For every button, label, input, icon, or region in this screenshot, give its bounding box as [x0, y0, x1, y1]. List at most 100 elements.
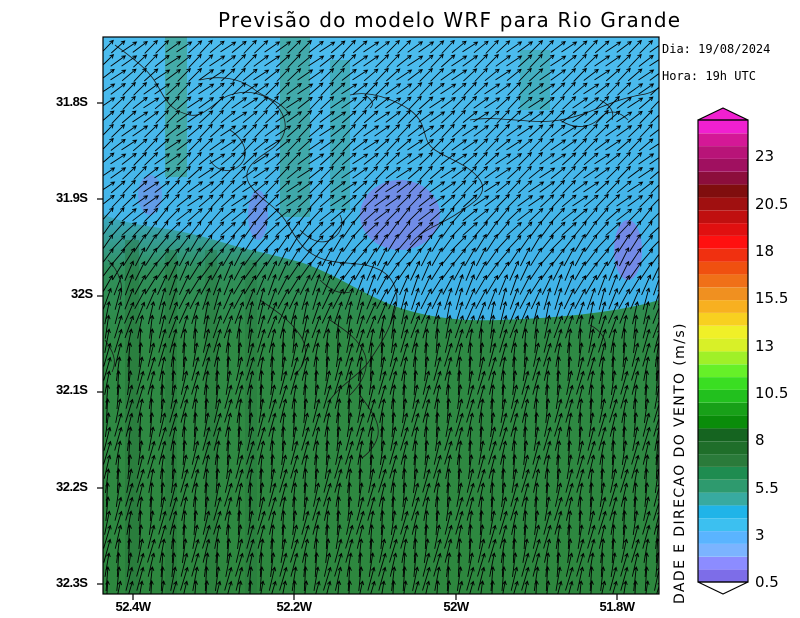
- wind-arrow: [589, 482, 594, 508]
- wind-arrow: [529, 261, 543, 280]
- wind-arrow: [544, 314, 552, 339]
- wind-arrow: [326, 580, 332, 594]
- wind-arrow: [253, 69, 270, 81]
- wind-arrow: [587, 356, 596, 381]
- wind-arrow: [444, 510, 453, 535]
- wind-arrow: [418, 194, 434, 207]
- wind-arrow: [282, 580, 288, 594]
- wind-arrow: [607, 301, 619, 324]
- wind-arrow: [103, 152, 115, 164]
- wind-arrow: [180, 468, 189, 493]
- wind-arrow: [529, 220, 543, 237]
- wind-arrow: [463, 165, 477, 180]
- wind-arrow: [501, 370, 506, 396]
- wind-arrow: [457, 454, 462, 480]
- wind-arrow: [402, 370, 408, 396]
- wind-arrow: [418, 125, 435, 137]
- wind-arrow: [556, 454, 561, 480]
- wind-arrow: [519, 288, 531, 310]
- wind-arrow: [314, 454, 319, 480]
- wind-arrow: [287, 40, 302, 54]
- wind-arrow: [633, 566, 639, 591]
- colorbar-segment: [698, 415, 748, 429]
- wind-arrow: [265, 193, 279, 208]
- wind-arrow: [430, 53, 444, 68]
- wind-arrow: [144, 124, 159, 138]
- wind-arrow: [138, 510, 143, 536]
- wind-arrow: [643, 300, 650, 325]
- wind-arrow: [616, 125, 633, 137]
- wind-arrow: [463, 95, 478, 110]
- wind-arrow: [121, 139, 138, 151]
- wind-arrow: [358, 468, 363, 494]
- wind-arrow: [193, 496, 198, 522]
- wind-arrow: [191, 440, 200, 465]
- wind-arrow: [297, 167, 314, 179]
- wind-arrow: [550, 235, 566, 251]
- wind-arrow: [412, 384, 419, 409]
- wind-arrow: [543, 287, 552, 310]
- wind-arrow: [313, 566, 320, 591]
- wind-arrow: [232, 165, 247, 180]
- wind-arrow: [540, 138, 555, 152]
- wind-arrow: [567, 328, 573, 353]
- wind-arrow: [528, 181, 545, 193]
- wind-arrow: [400, 440, 409, 465]
- wind-arrow: [540, 194, 555, 208]
- wind-arrow: [598, 426, 607, 451]
- wind-arrow: [643, 356, 650, 381]
- wind-arrow: [528, 124, 544, 138]
- wind-arrow: [114, 412, 123, 437]
- wind-arrow: [147, 538, 156, 563]
- colorbar-label: 0.5: [755, 573, 779, 591]
- wind-arrow: [552, 260, 564, 281]
- wind-arrow: [160, 552, 166, 578]
- wind-arrow: [292, 398, 297, 424]
- wind-arrow: [540, 261, 554, 280]
- wind-arrow: [243, 247, 257, 266]
- wind-arrow: [485, 123, 499, 138]
- lon-tick-label: 52.2W: [276, 599, 312, 614]
- wind-arrow: [573, 138, 588, 152]
- wind-arrow: [110, 55, 127, 67]
- wind-arrow: [539, 54, 555, 68]
- wind-arrow: [182, 342, 187, 368]
- wind-arrow: [344, 287, 354, 310]
- wind-arrow: [465, 274, 475, 296]
- wind-arrow: [233, 274, 245, 295]
- wind-arrow: [356, 301, 365, 325]
- wind-arrow: [378, 468, 387, 493]
- wind-arrow: [534, 398, 539, 424]
- wind-arrow: [616, 111, 633, 123]
- wind-arrow: [237, 580, 243, 594]
- wind-arrow: [356, 496, 365, 521]
- wind-arrow: [518, 81, 532, 96]
- wind-arrow: [177, 152, 192, 166]
- wind-arrow: [594, 55, 611, 67]
- wind-arrow: [429, 111, 446, 123]
- wind-arrow: [125, 482, 134, 507]
- wind-arrow: [103, 68, 115, 79]
- wind-arrow: [633, 482, 639, 508]
- wind-arrow: [512, 454, 517, 480]
- wind-arrow: [386, 137, 400, 152]
- wind-arrow: [649, 72, 659, 81]
- wind-arrow: [378, 566, 387, 591]
- wind-arrow: [279, 384, 288, 409]
- wind-arrow: [134, 233, 147, 252]
- wind-arrow: [226, 356, 231, 382]
- wind-arrow: [134, 247, 146, 267]
- wind-arrow: [267, 273, 277, 296]
- wind-arrow: [484, 68, 500, 82]
- wind-arrow: [411, 273, 420, 296]
- wind-arrow: [265, 110, 280, 124]
- wind-arrow: [298, 110, 313, 124]
- wind-arrow: [378, 454, 387, 479]
- wind-arrow: [400, 314, 409, 339]
- wind-arrow: [287, 68, 302, 82]
- colorbar-segment: [698, 530, 748, 544]
- wind-arrow: [336, 580, 342, 594]
- wind-arrow: [433, 454, 442, 479]
- wind-arrow: [584, 207, 598, 223]
- wind-arrow: [138, 524, 144, 549]
